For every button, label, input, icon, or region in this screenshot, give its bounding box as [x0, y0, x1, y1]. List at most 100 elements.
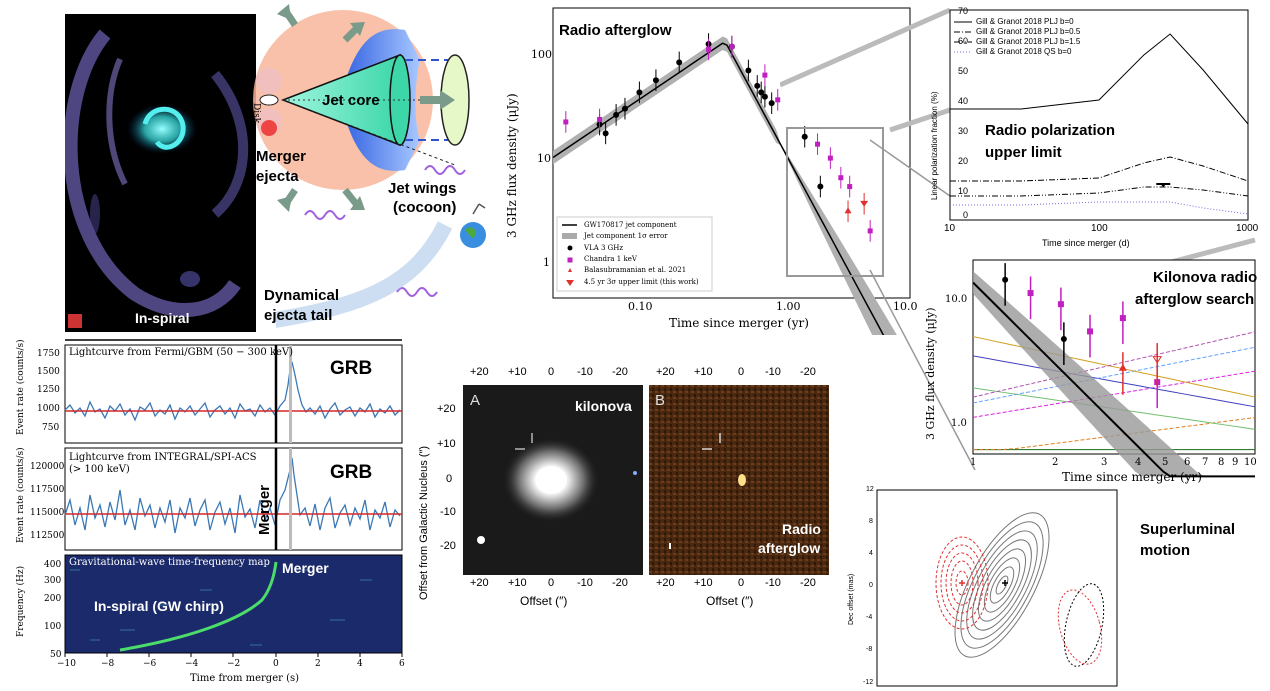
gw-xtick-6: 2	[315, 659, 321, 669]
chandra-point	[729, 44, 735, 50]
radio-ylabel: 3 GHz flux density (μJy)	[505, 93, 519, 238]
img-xlabel-b: Offset (″)	[706, 594, 754, 608]
radio-legend-4: Balasubramanian et al. 2021	[584, 266, 687, 274]
pol-ytick-6: 10	[958, 186, 969, 196]
pol-title-1: Radio polarization	[985, 122, 1116, 139]
super-ytick-2: 4	[869, 550, 873, 557]
kilo-xlabel: Time since merger (yr)	[1062, 470, 1202, 484]
radio-legend-5: 4.5 yr 3σ upper limit (this work)	[584, 278, 699, 286]
jet-wings-label-1: Jet wings	[388, 180, 457, 197]
super-ytick-1: 8	[869, 518, 873, 525]
radio-legend-0: GW170817 jet component	[584, 221, 677, 229]
integral-merger-label: Merger	[256, 484, 273, 535]
super-ytick-5: -8	[866, 646, 873, 653]
kilo-xtick-0: 1	[970, 457, 977, 468]
chandra-point	[597, 116, 603, 122]
chandra-point	[775, 97, 781, 103]
integral-title-1: Lightcurve from INTEGRAL/SPI-ACS	[69, 452, 257, 463]
gw-xtick-4: −2	[227, 659, 241, 669]
fermi-title: Lightcurve from Fermi/GBM (50 − 300 keV)	[69, 347, 294, 358]
chandra-point	[706, 46, 712, 52]
img-xlabel-a: Offset (″)	[520, 594, 568, 608]
kilo-ytick-1: 1.0	[951, 418, 967, 429]
super-ytick-0: 12	[866, 486, 874, 493]
pol-title-2: upper limit	[985, 144, 1062, 161]
radio-xtick-1: 1.00	[776, 300, 801, 313]
gw-ylabel: Frequency (Hz)	[16, 565, 26, 637]
img-top-tick-3: -10	[577, 366, 593, 378]
integral-ytick-3: 112500	[30, 531, 65, 541]
gw-xtick-5: 0	[273, 659, 279, 669]
vla-point	[652, 77, 659, 84]
img-top-tick-1: +10	[508, 366, 527, 378]
kilo-chandra-point	[1057, 301, 1064, 308]
kilo-vla-point	[1060, 335, 1067, 342]
vla-point	[817, 183, 824, 190]
merger-ejecta-label-2: ejecta	[256, 168, 299, 185]
superluminal-chart	[876, 489, 1118, 687]
chandra-point	[815, 141, 821, 147]
fermi-grb-label: GRB	[330, 358, 373, 379]
dynamical-tail-label-2: ejecta tail	[264, 307, 333, 324]
img-top-tick-b1: +10	[694, 366, 713, 378]
pol-legend-2: Gill & Granot 2018 PLJ b=1.5	[976, 37, 1081, 46]
kilo-ylabel: 3 GHz flux density (μJy)	[924, 307, 937, 440]
radio-title: Radio afterglow	[559, 22, 672, 39]
pol-ytick-5: 20	[958, 156, 969, 166]
fermi-ytick-1: 1500	[37, 367, 60, 377]
img-bottom-tick-2: 0	[548, 577, 555, 589]
chandra-point	[762, 72, 768, 78]
inspiral-simulation-image	[65, 29, 249, 328]
lightcurves-figure	[64, 339, 403, 657]
gw-ytick-2: 200	[44, 594, 62, 604]
img-bottom-tick-b1: +10	[694, 577, 713, 589]
chandra-point	[847, 184, 853, 190]
integral-frame	[64, 447, 403, 551]
kilo-upper-limit-point	[1152, 356, 1163, 364]
jet-core-label: Jet core	[322, 92, 380, 109]
vla-point	[801, 133, 808, 140]
integral-grb-label: GRB	[330, 462, 373, 483]
jet-schematic	[253, 4, 486, 328]
radio-legend-1: Jet component 1σ error	[584, 232, 668, 240]
jet-error-band	[553, 36, 897, 335]
gw-xtick-3: −4	[185, 659, 199, 669]
pol-legend-3: Gill & Granot 2018 QS b=0	[976, 47, 1072, 56]
pol-series-1	[950, 156, 1249, 182]
vla-point	[621, 105, 628, 112]
pol-ylabel: Linear polarization fraction (%)	[930, 91, 939, 201]
super-ytick-4: -4	[866, 614, 873, 621]
panel-b-letter: B	[655, 392, 666, 409]
kilonova-error-band	[973, 271, 1255, 477]
radio-xtick-2: 10.0	[893, 300, 918, 313]
gw-timefreq-map	[65, 555, 402, 653]
img-bottom-tick-0: +20	[470, 577, 489, 589]
kilo-xtick-7: 8	[1218, 457, 1225, 468]
sim-logo	[68, 314, 82, 328]
kilo-xtick-5: 6	[1184, 457, 1191, 468]
kilo-title-2: afterglow search	[1135, 291, 1255, 308]
kilo-chandra-point	[1119, 315, 1126, 322]
img-left-tick-0: +20	[437, 403, 456, 415]
chandra-point	[827, 155, 833, 161]
panel-a-letter: A	[470, 392, 481, 409]
img-bottom-tick-3: -10	[577, 577, 593, 589]
pol-ytick-1: 60	[958, 36, 969, 46]
img-bottom-tick-1: +10	[508, 577, 527, 589]
panel-b-label-2: afterglow	[758, 540, 821, 556]
gw-ytick-1: 300	[44, 576, 62, 586]
img-left-tick-2: 0	[446, 473, 453, 485]
gw-chirp-label: In-spiral (GW chirp)	[94, 598, 224, 614]
radio-xtick-0: 0.10	[628, 300, 653, 313]
vla-point	[768, 100, 775, 107]
kilonova-model-6	[972, 336, 1256, 398]
fermi-ytick-0: 1750	[37, 349, 60, 359]
integral-title-2: (> 100 keV)	[69, 464, 130, 475]
kilo-chandra-point	[1087, 328, 1094, 335]
img-top-tick-b4: -20	[800, 366, 816, 378]
kilo-title-1: Kilonova radio	[1153, 269, 1258, 286]
radio-legend-2: VLA 3 GHz	[584, 244, 624, 252]
fermi-frame	[64, 344, 403, 444]
kilo-xtick-8: 9	[1232, 457, 1239, 468]
integral-ytick-0: 120000	[30, 462, 65, 472]
